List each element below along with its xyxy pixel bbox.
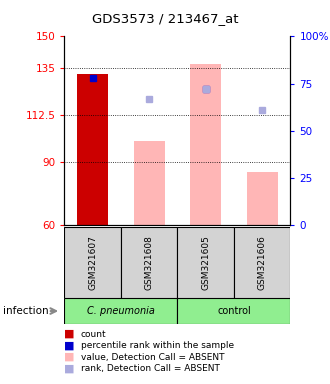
FancyBboxPatch shape xyxy=(121,227,178,298)
Text: GSM321606: GSM321606 xyxy=(258,235,267,290)
Text: ■: ■ xyxy=(64,352,75,362)
Bar xyxy=(247,172,278,225)
Text: GSM321607: GSM321607 xyxy=(88,235,97,290)
Bar xyxy=(190,64,221,225)
Text: GDS3573 / 213467_at: GDS3573 / 213467_at xyxy=(92,12,238,25)
Bar xyxy=(134,141,165,225)
Text: count: count xyxy=(81,329,107,339)
Text: ■: ■ xyxy=(64,341,75,351)
Text: infection: infection xyxy=(3,306,49,316)
Text: ■: ■ xyxy=(64,364,75,374)
Text: GSM321605: GSM321605 xyxy=(201,235,210,290)
Text: percentile rank within the sample: percentile rank within the sample xyxy=(81,341,234,350)
Text: control: control xyxy=(217,306,251,316)
FancyBboxPatch shape xyxy=(64,227,121,298)
Text: GSM321608: GSM321608 xyxy=(145,235,154,290)
Text: value, Detection Call = ABSENT: value, Detection Call = ABSENT xyxy=(81,353,224,362)
FancyBboxPatch shape xyxy=(178,227,234,298)
Text: C. pneumonia: C. pneumonia xyxy=(87,306,155,316)
FancyBboxPatch shape xyxy=(178,298,290,324)
Bar xyxy=(77,74,108,225)
Text: rank, Detection Call = ABSENT: rank, Detection Call = ABSENT xyxy=(81,364,220,373)
FancyBboxPatch shape xyxy=(234,227,290,298)
FancyBboxPatch shape xyxy=(64,298,178,324)
Text: ■: ■ xyxy=(64,329,75,339)
